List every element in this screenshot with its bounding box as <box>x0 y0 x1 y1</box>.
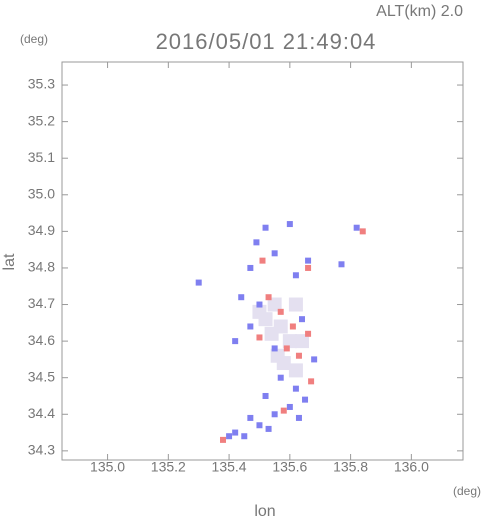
echo-point <box>241 433 248 440</box>
y-tick-label: 34.8 <box>28 259 55 275</box>
echo-point <box>271 345 278 352</box>
y-tick-label: 35.1 <box>28 149 55 165</box>
y-tick-label: 35.3 <box>28 76 55 92</box>
echo-point <box>247 323 254 330</box>
echo-point <box>305 264 312 271</box>
y-tick-label: 34.5 <box>28 368 55 384</box>
x-tick-label: 135.4 <box>212 459 247 475</box>
echo-point <box>283 345 290 352</box>
echo-point <box>305 330 312 337</box>
x-axis-label: lon <box>254 503 275 520</box>
echo-point <box>259 257 266 264</box>
x-tick-label: 136.0 <box>394 459 429 475</box>
echo-point <box>253 239 260 246</box>
echo-point <box>262 392 269 399</box>
x-tick-label: 135.0 <box>90 459 125 475</box>
y-axis-label: lat <box>1 253 18 270</box>
echo-point <box>289 323 296 330</box>
y-tick-label: 35.0 <box>28 185 55 201</box>
echo-point <box>262 224 269 231</box>
echo-point <box>277 308 284 315</box>
echo-point <box>226 433 233 440</box>
echo-point <box>308 378 315 385</box>
echo-point <box>265 294 272 301</box>
y-tick-label: 34.6 <box>28 332 55 348</box>
echo-point <box>292 272 299 279</box>
echo-point <box>252 304 267 319</box>
echo-point <box>267 297 282 312</box>
echo-point <box>311 356 318 363</box>
echo-point <box>280 407 287 414</box>
echo-point <box>247 264 254 271</box>
echo-point <box>220 436 227 443</box>
echo-point <box>295 414 302 421</box>
echo-point <box>288 363 303 378</box>
echo-point <box>282 334 297 349</box>
echo-point <box>286 403 293 410</box>
echo-point <box>292 385 299 392</box>
y-tick-label: 35.2 <box>28 112 55 128</box>
y-unit: (deg) <box>20 32 48 46</box>
echo-point <box>276 356 291 371</box>
echo-point <box>359 228 366 235</box>
echo-point <box>256 301 263 308</box>
echo-point <box>265 425 272 432</box>
x-tick-label: 135.2 <box>151 459 186 475</box>
echo-point <box>302 396 309 403</box>
echo-point <box>232 429 239 436</box>
echo-point <box>298 316 305 323</box>
echo-point <box>295 352 302 359</box>
echo-point <box>271 250 278 257</box>
y-tick-label: 34.4 <box>28 405 55 421</box>
echo-point <box>232 338 239 345</box>
echo-point <box>277 374 284 381</box>
echo-point <box>256 422 263 429</box>
echo-point <box>247 414 254 421</box>
echo-point <box>256 334 263 341</box>
echo-point <box>238 294 245 301</box>
y-tick-label: 34.9 <box>28 222 55 238</box>
echo-point <box>353 224 360 231</box>
chart-title: 2016/05/01 21:49:04 <box>156 29 377 54</box>
y-tick-label: 34.7 <box>28 295 55 311</box>
plot-frame <box>61 61 464 461</box>
echo-point <box>264 326 279 341</box>
echo-point <box>271 411 278 418</box>
echo-point <box>288 297 303 312</box>
echo-point <box>286 221 293 228</box>
echo-point <box>294 334 309 349</box>
x-tick-label: 135.6 <box>272 459 307 475</box>
echo-point <box>338 261 345 268</box>
echo-point <box>305 257 312 264</box>
x-unit: (deg) <box>453 484 481 498</box>
echo-point <box>195 279 202 286</box>
x-tick-label: 135.8 <box>333 459 368 475</box>
chart-subtitle: ALT(km) 2.0 <box>376 3 463 20</box>
y-tick-label: 34.3 <box>28 442 55 458</box>
